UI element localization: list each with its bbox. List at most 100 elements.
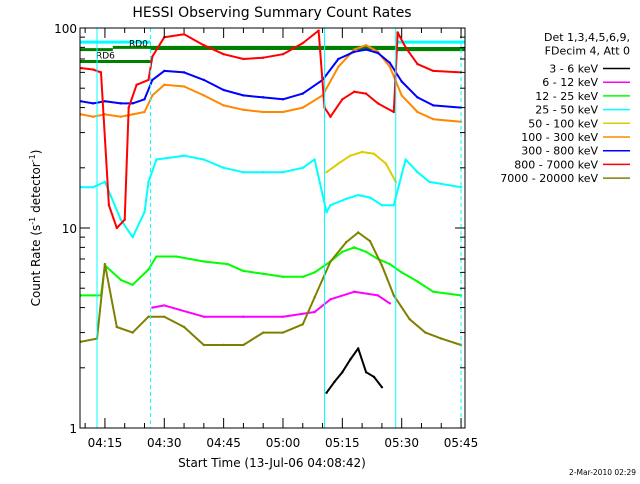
legend: Det 1,3,4,5,6,9,FDecim 4, Att 0 3 - 6 keV…	[500, 31, 630, 185]
data-point-100-300-kev-11	[242, 108, 245, 111]
data-point-100-300-kev-9	[202, 94, 206, 97]
data-point-3-6-kev-3	[349, 358, 352, 361]
data-point-800-7000-kev-11	[182, 33, 186, 36]
data-point-800-7000-kev-2	[99, 71, 103, 74]
data-point-7000-20000-kev-13	[301, 323, 304, 326]
data-point-25-50-kev-6	[147, 180, 150, 184]
data-point-800-7000-kev-9	[151, 55, 154, 58]
data-point-3-6-kev-2	[341, 371, 344, 374]
legend-label-6-12-kev: 6 - 12 keV	[542, 76, 598, 89]
data-point-7000-20000-kev-22	[424, 331, 427, 334]
legend-label-800-7000-kev: 800 - 7000 keV	[514, 158, 598, 171]
data-point-100-300-kev-8	[182, 85, 186, 88]
data-point-800-7000-kev-18	[317, 29, 320, 32]
data-point-25-50-kev-8	[182, 154, 186, 157]
data-point-100-300-kev-17	[353, 48, 356, 51]
data-point-300-800-kev-1	[91, 102, 95, 105]
data-point-50-100-kev-2	[349, 154, 352, 157]
data-point-12-25-kev-6	[147, 268, 150, 271]
data-point-25-50-kev-19	[356, 193, 360, 197]
data-point-7000-20000-kev-3	[115, 325, 118, 329]
data-point-25-50-kev-22	[392, 204, 395, 207]
data-point-12-25-kev-18	[353, 246, 356, 249]
x-axis-label: Start Time (13-Jul-06 04:08:42)	[178, 456, 366, 470]
data-point-100-300-kev-16	[337, 65, 340, 68]
data-point-25-50-kev-1	[91, 185, 95, 189]
data-point-25-50-kev-17	[329, 204, 332, 207]
data-point-7000-20000-kev-20	[392, 294, 395, 297]
axis-layer: 1 10 100 04:15 04:30 04:45 05:00 05:15 05:30 05:4…	[54, 22, 478, 450]
data-point-25-50-kev-21	[380, 204, 384, 207]
data-point-300-800-kev-12	[262, 96, 265, 99]
data-point-300-800-kev-3	[119, 102, 122, 105]
data-point-12-25-kev-13	[281, 275, 285, 279]
data-point-12-25-kev-1	[91, 294, 95, 297]
x-tick-label-05-45: 05:45	[444, 436, 479, 450]
legend-label-3-6-kev: 3 - 6 keV	[549, 63, 598, 76]
x-tick-label-04-45: 04:45	[206, 436, 241, 450]
data-point-7000-20000-kev-4	[131, 331, 134, 334]
data-point-12-25-kev-19	[364, 250, 368, 254]
data-point-25-50-kev-24	[416, 171, 419, 174]
data-point-800-7000-kev-29	[432, 69, 435, 73]
data-point-800-7000-kev-14	[242, 57, 245, 61]
data-point-300-800-kev-21	[400, 80, 403, 83]
data-point-800-7000-kev-3	[107, 204, 111, 207]
x-tick-label-05-30: 05:30	[384, 436, 419, 450]
data-point-25-50-kev-11	[242, 171, 245, 174]
data-point-100-300-kev-21	[400, 94, 403, 97]
data-point-300-800-kev-4	[131, 102, 134, 105]
data-point-50-100-kev-0	[325, 171, 328, 174]
data-point-3-6-kev-1	[333, 380, 336, 384]
data-point-800-7000-kev-25	[392, 110, 395, 114]
data-point-25-50-kev-16	[325, 210, 328, 214]
chart-title: HESSI Observing Summary Count Rates	[132, 5, 411, 21]
series-line-6-12-kev	[152, 290, 391, 318]
data-point-25-50-kev-23	[404, 158, 407, 161]
data-point-300-800-kev-11	[242, 94, 245, 97]
data-point-7000-20000-kev-18	[368, 239, 372, 243]
data-point-7000-20000-kev-5	[147, 315, 150, 318]
data-point-800-7000-kev-27	[404, 46, 407, 49]
data-point-800-7000-kev-0	[79, 66, 83, 70]
data-point-25-50-kev-3	[119, 218, 122, 221]
data-point-7000-20000-kev-6	[163, 315, 166, 318]
data-point-7000-20000-kev-19	[380, 264, 384, 267]
data-point-7000-20000-kev-11	[262, 331, 265, 334]
data-point-300-800-kev-2	[103, 100, 107, 103]
y-tick-label-100: 100	[54, 22, 77, 36]
data-point-300-800-kev-10	[222, 88, 225, 92]
data-point-800-7000-kev-28	[416, 62, 419, 66]
x-tick-label-04-30: 04:30	[147, 436, 182, 450]
data-point-800-7000-kev-17	[301, 41, 304, 45]
data-point-100-300-kev-3	[119, 115, 122, 118]
data-point-12-25-kev-17	[341, 250, 344, 254]
data-point-25-50-kev-26	[459, 185, 463, 189]
data-point-3-6-kev-5	[364, 371, 368, 374]
data-point-25-50-kev-12	[262, 171, 265, 174]
data-point-300-800-kev-17	[353, 50, 356, 54]
data-point-800-7000-kev-4	[115, 226, 118, 230]
data-point-7000-20000-kev-10	[242, 343, 245, 347]
data-point-800-7000-kev-7	[135, 83, 138, 86]
data-point-25-50-kev-13	[281, 171, 285, 174]
data-point-6-12-kev-7	[353, 290, 356, 293]
data-point-6-12-kev-9	[388, 302, 392, 305]
data-point-7000-20000-kev-23	[440, 337, 443, 340]
data-point-6-12-kev-1	[163, 304, 166, 307]
data-point-300-800-kev-9	[202, 78, 206, 82]
data-point-100-300-kev-22	[416, 110, 419, 114]
data-point-800-7000-kev-26	[396, 31, 399, 34]
data-point-50-100-kev-4	[372, 152, 376, 155]
x-tick-label-04-15: 04:15	[88, 436, 123, 450]
data-point-100-300-kev-6	[151, 94, 154, 97]
data-point-50-100-kev-5	[384, 162, 388, 165]
data-point-6-12-kev-2	[202, 315, 206, 318]
data-point-12-25-kev-23	[416, 280, 419, 283]
data-point-12-25-kev-9	[202, 260, 206, 263]
data-point-25-50-kev-2	[103, 180, 107, 184]
data-point-300-800-kev-16	[337, 57, 340, 61]
data-point-7000-20000-kev-16	[345, 240, 348, 244]
data-point-3-6-kev-0	[325, 391, 328, 394]
